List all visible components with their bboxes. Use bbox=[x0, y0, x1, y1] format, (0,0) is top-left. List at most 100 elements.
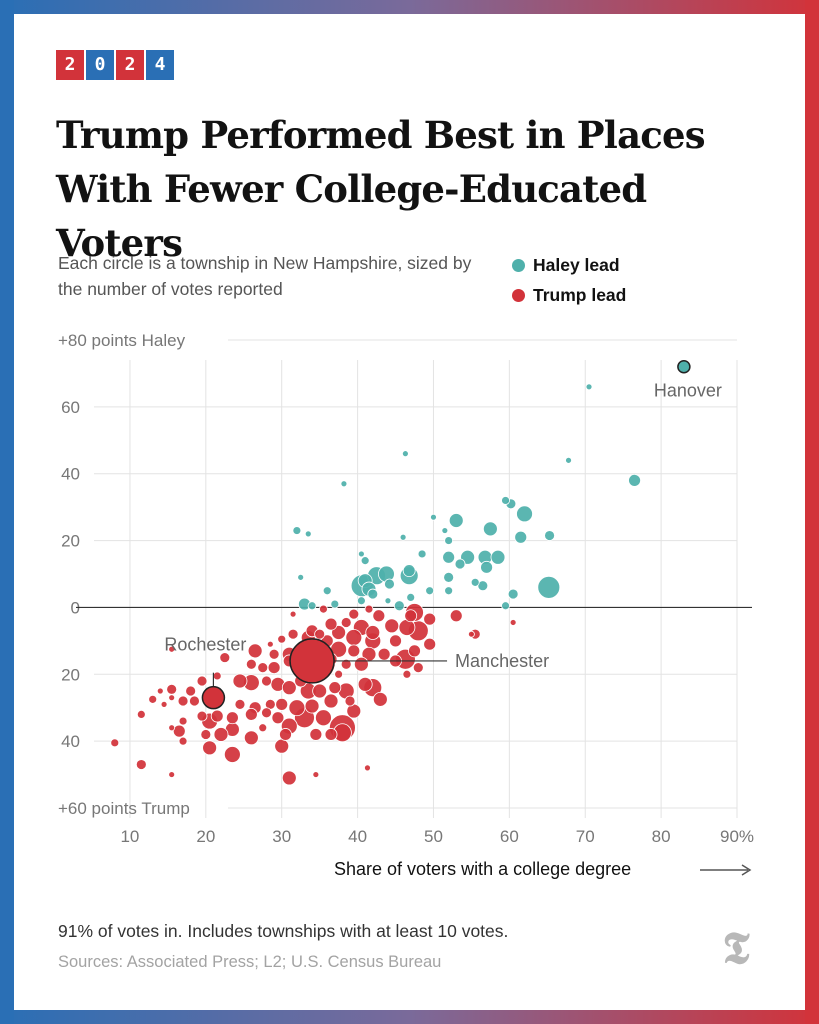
haley-point bbox=[544, 530, 555, 541]
trump-point bbox=[196, 710, 208, 722]
trump-point bbox=[168, 724, 176, 732]
trump-point bbox=[509, 619, 517, 626]
haley-point bbox=[480, 560, 493, 574]
x-tick-label: 80 bbox=[652, 827, 671, 846]
trump-point bbox=[232, 673, 248, 689]
haley-point bbox=[448, 513, 464, 528]
nyt-logo-icon: 𝕿 bbox=[722, 923, 750, 974]
trump-point bbox=[357, 676, 373, 692]
trump-point bbox=[168, 694, 176, 702]
y-tick-label: +60 points Trump bbox=[58, 799, 190, 818]
trump-point bbox=[423, 612, 437, 626]
legend-label-haley: Haley lead bbox=[533, 254, 620, 275]
haley-point bbox=[292, 526, 302, 535]
trump-point bbox=[213, 727, 229, 742]
haley-point bbox=[490, 549, 506, 565]
x-tick-label: 30 bbox=[272, 827, 291, 846]
trump-point bbox=[312, 683, 328, 699]
haley-point bbox=[444, 536, 454, 545]
haley-point bbox=[384, 578, 395, 590]
trump-point bbox=[319, 604, 328, 614]
trump-point bbox=[261, 675, 272, 687]
haley-point bbox=[367, 588, 379, 600]
year-digit: 0 bbox=[86, 50, 114, 80]
trump-point bbox=[281, 770, 297, 786]
trump-point bbox=[289, 610, 297, 618]
trump-point bbox=[245, 658, 257, 670]
trump-point bbox=[402, 669, 412, 679]
haley-point bbox=[501, 601, 510, 611]
year-digit: 4 bbox=[146, 50, 174, 80]
haley-point bbox=[406, 592, 416, 602]
legend: Haley lead Trump lead bbox=[512, 250, 626, 310]
trump-point bbox=[257, 662, 269, 674]
trump-point bbox=[353, 656, 369, 672]
trump-point bbox=[244, 707, 258, 721]
haley-point bbox=[402, 564, 416, 578]
haley-point bbox=[417, 549, 427, 559]
trump-point bbox=[389, 634, 402, 648]
trump-point bbox=[347, 644, 361, 658]
trump-point bbox=[172, 724, 186, 738]
trump-point bbox=[334, 669, 344, 679]
haley-point bbox=[399, 533, 407, 541]
trump-point bbox=[384, 618, 400, 634]
hanover-point bbox=[677, 359, 691, 374]
trump-point bbox=[304, 698, 320, 714]
haley-point bbox=[297, 573, 305, 581]
x-tick-label: 60 bbox=[500, 827, 519, 846]
trump-point bbox=[219, 652, 231, 663]
trump-point bbox=[247, 643, 263, 659]
year-badge: 2 0 2 4 bbox=[56, 50, 176, 80]
trump-point bbox=[178, 736, 188, 746]
manchester-point bbox=[289, 638, 335, 684]
legend-item-haley: Haley lead bbox=[512, 250, 626, 280]
trump-point bbox=[345, 629, 363, 646]
trump-point bbox=[312, 771, 320, 778]
trump-point bbox=[449, 609, 463, 623]
trump-point bbox=[178, 716, 188, 726]
trump-point bbox=[408, 644, 421, 658]
trump-point bbox=[189, 695, 200, 707]
trump-point bbox=[168, 771, 176, 778]
legend-label-trump: Trump lead bbox=[533, 284, 627, 305]
trump-point bbox=[135, 759, 147, 770]
trump-point bbox=[377, 647, 391, 661]
year-digit: 2 bbox=[116, 50, 144, 80]
trump-point bbox=[185, 685, 197, 697]
y-tick-label: 20 bbox=[61, 532, 80, 551]
x-tick-label: 90% bbox=[720, 827, 754, 846]
trump-point bbox=[348, 608, 360, 620]
trump-point bbox=[328, 681, 342, 695]
trump-point bbox=[212, 671, 222, 681]
trump-point bbox=[196, 675, 208, 687]
haley-point bbox=[330, 599, 340, 609]
trump-point bbox=[243, 730, 259, 746]
haley-point bbox=[384, 597, 392, 605]
frame-bottom-stripe bbox=[0, 1010, 819, 1024]
rochester-point bbox=[201, 685, 226, 710]
sources: Sources: Associated Press; L2; U.S. Cens… bbox=[58, 953, 442, 971]
trump-point bbox=[267, 661, 281, 675]
trump-point bbox=[372, 691, 388, 707]
annotation-manchester: Manchester bbox=[455, 651, 549, 671]
haley-point bbox=[454, 558, 466, 570]
trump-point bbox=[166, 683, 178, 695]
frame-right-stripe bbox=[805, 0, 819, 1024]
trump-point bbox=[412, 662, 424, 674]
x-tick-label: 50 bbox=[424, 827, 443, 846]
haley-point bbox=[444, 586, 454, 596]
trump-point bbox=[160, 700, 168, 708]
trump-point bbox=[372, 609, 386, 623]
haley-point bbox=[501, 496, 510, 505]
haley-point bbox=[393, 600, 405, 612]
trump-point bbox=[340, 658, 352, 670]
trump-point bbox=[210, 709, 224, 723]
haley-point bbox=[441, 527, 449, 534]
x-tick-label: 10 bbox=[120, 827, 139, 846]
trump-point bbox=[423, 637, 437, 651]
legend-dot-trump bbox=[512, 288, 525, 302]
y-tick-label: 0 bbox=[71, 598, 80, 617]
trump-point bbox=[344, 695, 356, 707]
trump-point bbox=[314, 628, 326, 640]
